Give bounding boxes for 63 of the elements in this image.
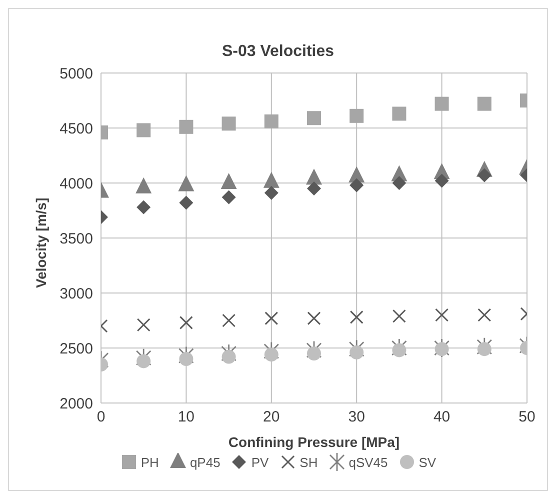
point (307, 111, 321, 126)
legend-label: SH (300, 454, 318, 470)
point (477, 96, 492, 111)
point (179, 196, 194, 210)
point (307, 312, 321, 326)
point (264, 186, 278, 200)
point (392, 106, 406, 121)
point (222, 350, 236, 364)
point (435, 308, 449, 322)
point (264, 312, 278, 326)
point (264, 114, 278, 128)
x-tick-label: 50 (518, 408, 536, 426)
point (222, 116, 236, 131)
legend-label: SV (418, 454, 436, 470)
point (136, 200, 151, 214)
point (434, 96, 449, 111)
point (348, 339, 364, 359)
y-tick-label: 5000 (60, 65, 93, 82)
point (136, 318, 150, 332)
point (307, 182, 321, 196)
point (477, 168, 492, 182)
legend-label: qSV45 (348, 454, 388, 470)
y-tick-label: 2500 (60, 340, 93, 358)
legend-label: PH (140, 454, 159, 470)
point (350, 345, 364, 360)
point (179, 120, 194, 134)
x-tick-label: 20 (263, 408, 280, 426)
point (392, 309, 406, 323)
y-tick-label: 2000 (60, 395, 93, 412)
point (392, 343, 406, 358)
point (136, 354, 151, 368)
point (222, 190, 236, 204)
y-tick-label: 4000 (60, 175, 93, 192)
y-tick-label: 4500 (60, 120, 93, 138)
chart-title: S-03 Velocities (220, 43, 336, 61)
x-tick-label: 30 (348, 408, 365, 426)
point (434, 338, 450, 358)
x-tick-label: 0 (96, 408, 106, 426)
point (477, 342, 492, 356)
point (434, 174, 449, 188)
point (350, 310, 364, 324)
point (136, 123, 151, 138)
legend-label: PV (251, 454, 269, 470)
point (179, 316, 193, 330)
point (264, 348, 278, 362)
x-tick-label: 10 (178, 408, 195, 426)
y-axis-title: Velocity [m/s] (32, 198, 49, 288)
point (178, 346, 194, 366)
point (307, 346, 321, 360)
point (264, 342, 280, 361)
point (478, 308, 492, 322)
y-tick-label: 3500 (60, 230, 93, 248)
x-tick-label: 40 (433, 408, 450, 426)
point (306, 340, 322, 360)
point (350, 108, 364, 123)
y-tick-label: 3000 (60, 285, 93, 302)
point (434, 342, 449, 356)
point (350, 178, 364, 192)
point (222, 314, 236, 328)
legend-label: qP45 (190, 454, 220, 470)
point (392, 176, 406, 190)
x-axis-title: Confining Pressure [MPa] (228, 434, 400, 450)
point (179, 352, 194, 366)
